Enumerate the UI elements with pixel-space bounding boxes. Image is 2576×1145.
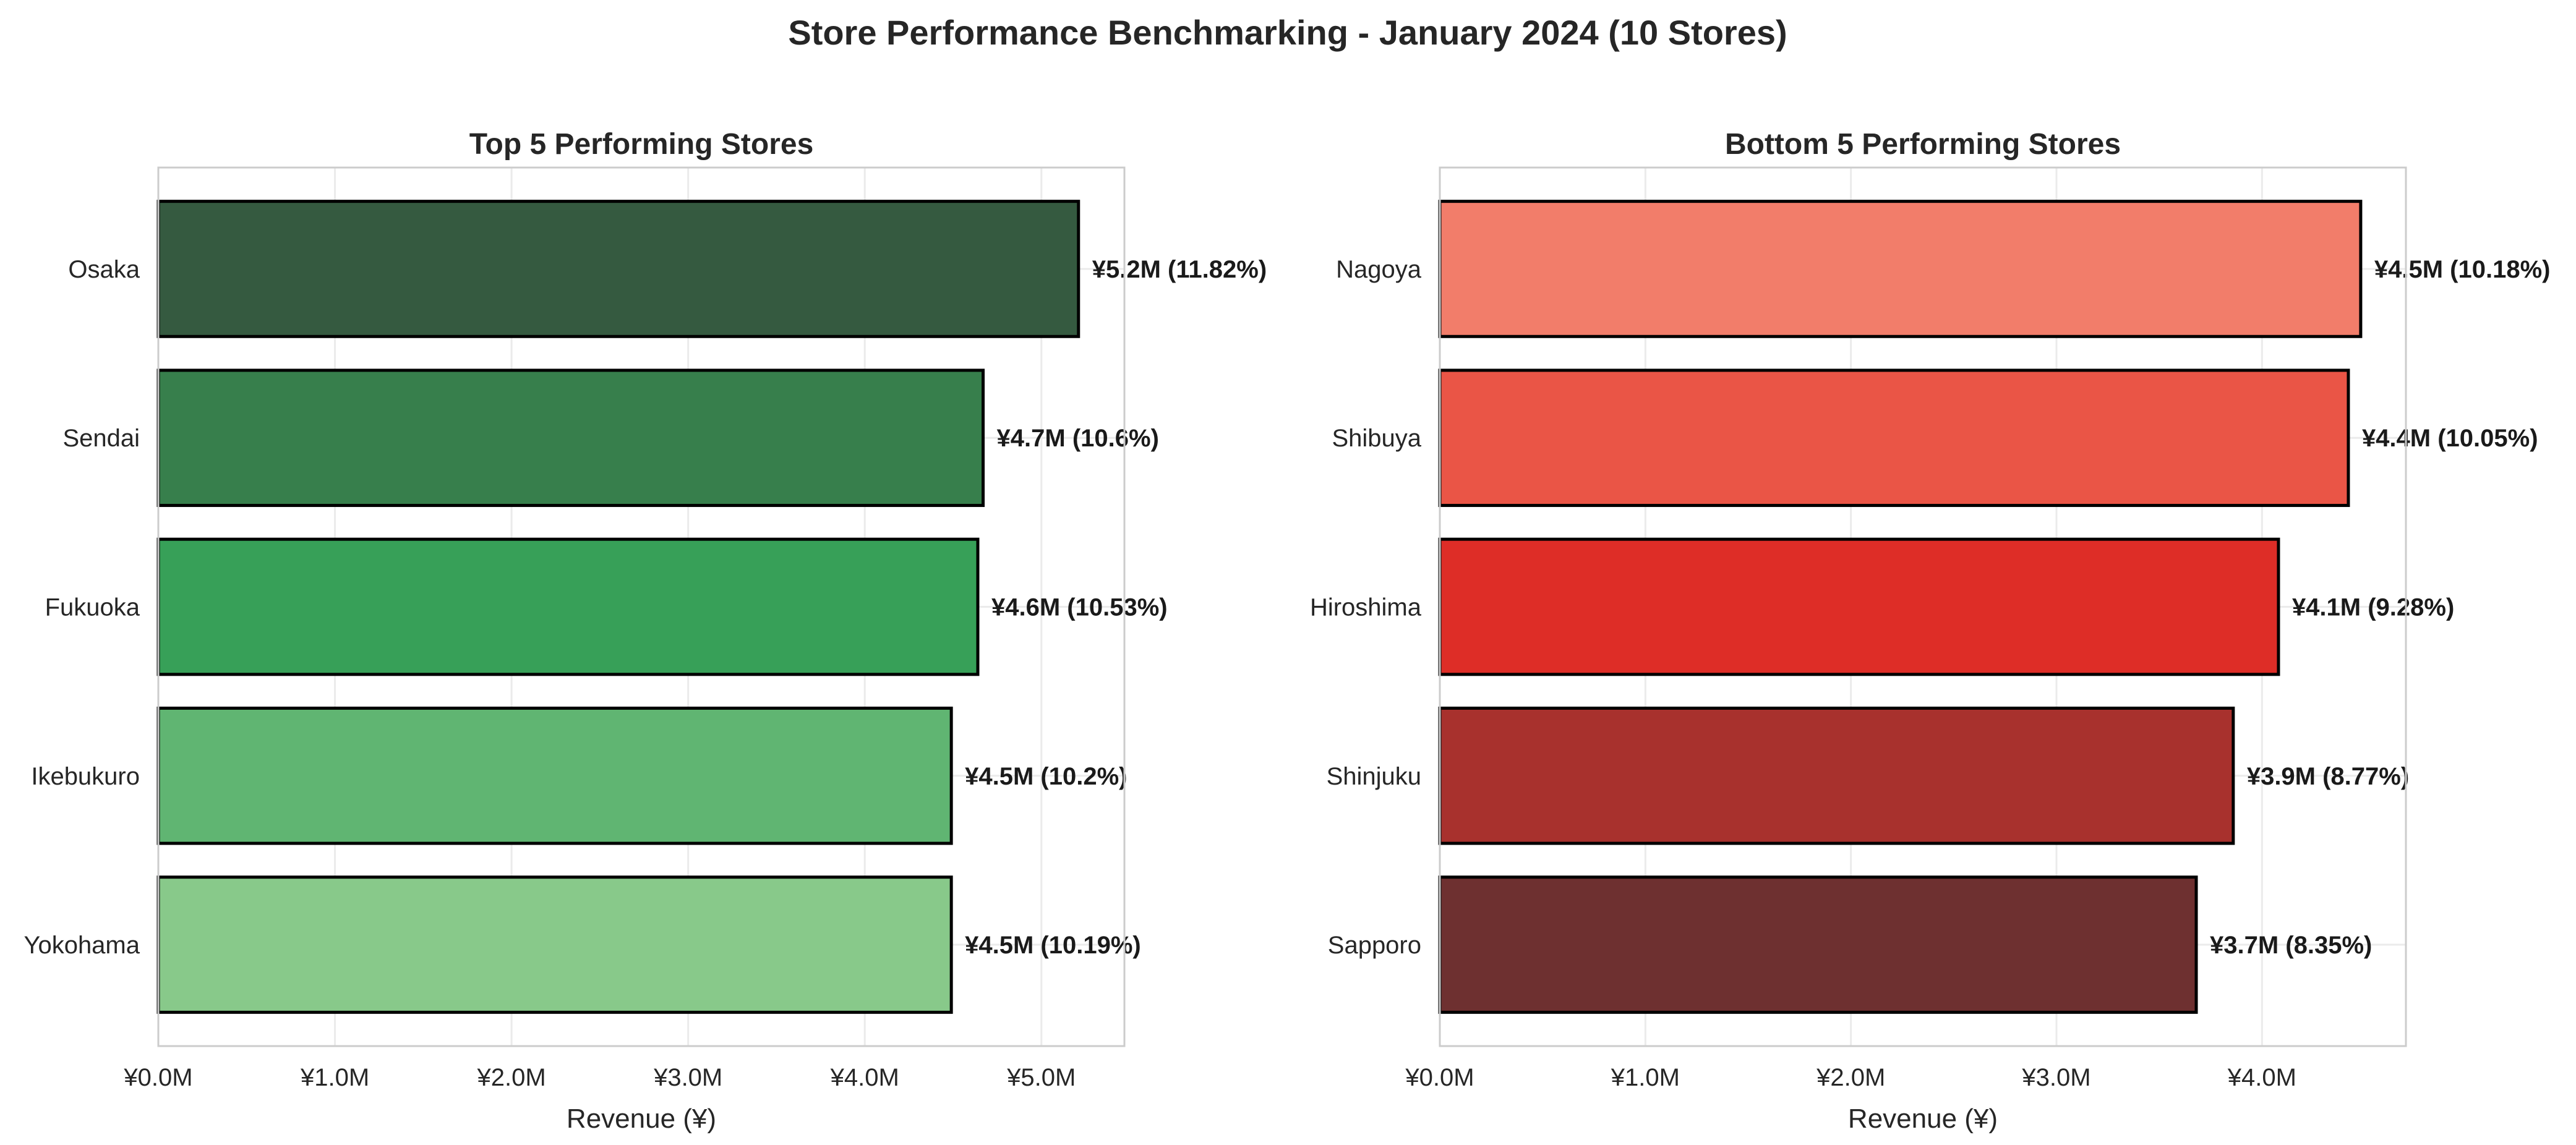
bar-ikebukuro [156,706,953,845]
category-label: Osaka [68,256,140,283]
data-label: ¥4.5M (10.2%) [965,763,1127,790]
category-label: Sapporo [1328,932,1421,959]
bar-hiroshima [1438,537,2280,676]
axes-frame [1439,166,2407,1047]
x-tick-label: ¥3.0M [653,1064,722,1091]
category-label: Shinjuku [1327,763,1421,790]
bar-shinjuku [1438,706,2235,845]
x-tick-label: ¥0.0M [123,1064,192,1091]
category-label: Yokohama [24,932,140,959]
panel-title: Bottom 5 Performing Stores [1725,128,2121,161]
x-axis-label: Revenue (¥) [1848,1104,1998,1134]
data-label: ¥4.6M (10.53%) [991,594,1168,621]
bar-sendai [156,368,985,508]
category-label: Shibuya [1332,425,1421,452]
top-stores-panel: Top 5 Performing Stores Osaka ¥5.2M (11.82… [24,128,1267,1134]
bar-shibuya [1438,368,2350,508]
x-tick-label: ¥1.0M [300,1064,369,1091]
x-tick-label: ¥4.0M [2227,1064,2296,1091]
category-label: Ikebukuro [31,763,140,790]
data-label: ¥4.5M (10.19%) [965,932,1141,959]
data-label: ¥4.1M (9.28%) [2292,594,2454,621]
bar-nagoya [1438,200,2363,338]
data-label: ¥4.4M (10.05%) [2362,425,2538,452]
data-label: ¥5.2M (11.82%) [1092,256,1267,283]
category-label: Fukuoka [45,594,140,621]
x-tick-label: ¥2.0M [1816,1064,1885,1091]
category-label: Sendai [62,425,140,452]
bar-osaka [156,200,1080,338]
bottom-stores-panel: Bottom 5 Performing Stores Nagoya ¥4.5M (1… [1310,128,2551,1134]
axes-frame [157,166,1126,1047]
figure-title: Store Performance Benchmarking - January… [788,13,1787,52]
bar-sapporo [1438,875,2198,1014]
data-label: ¥4.5M (10.18%) [2374,256,2551,283]
x-tick-label: ¥2.0M [477,1064,546,1091]
data-label: ¥3.7M (8.35%) [2210,932,2372,959]
bar-fukuoka [156,537,980,676]
category-label: Hiroshima [1310,594,1422,621]
x-axis-label: Revenue (¥) [567,1104,716,1134]
x-tick-label: ¥3.0M [2021,1064,2090,1091]
x-tick-label: ¥1.0M [1611,1064,1680,1091]
data-label: ¥4.7M (10.6%) [997,425,1159,452]
category-label: Nagoya [1336,256,1422,283]
x-tick-label: ¥4.0M [830,1064,899,1091]
bar-yokohama [156,875,953,1014]
x-tick-label: ¥5.0M [1006,1064,1076,1091]
panel-title: Top 5 Performing Stores [469,128,814,161]
data-label: ¥3.9M (8.77%) [2247,763,2409,790]
x-tick-label: ¥0.0M [1405,1064,1474,1091]
